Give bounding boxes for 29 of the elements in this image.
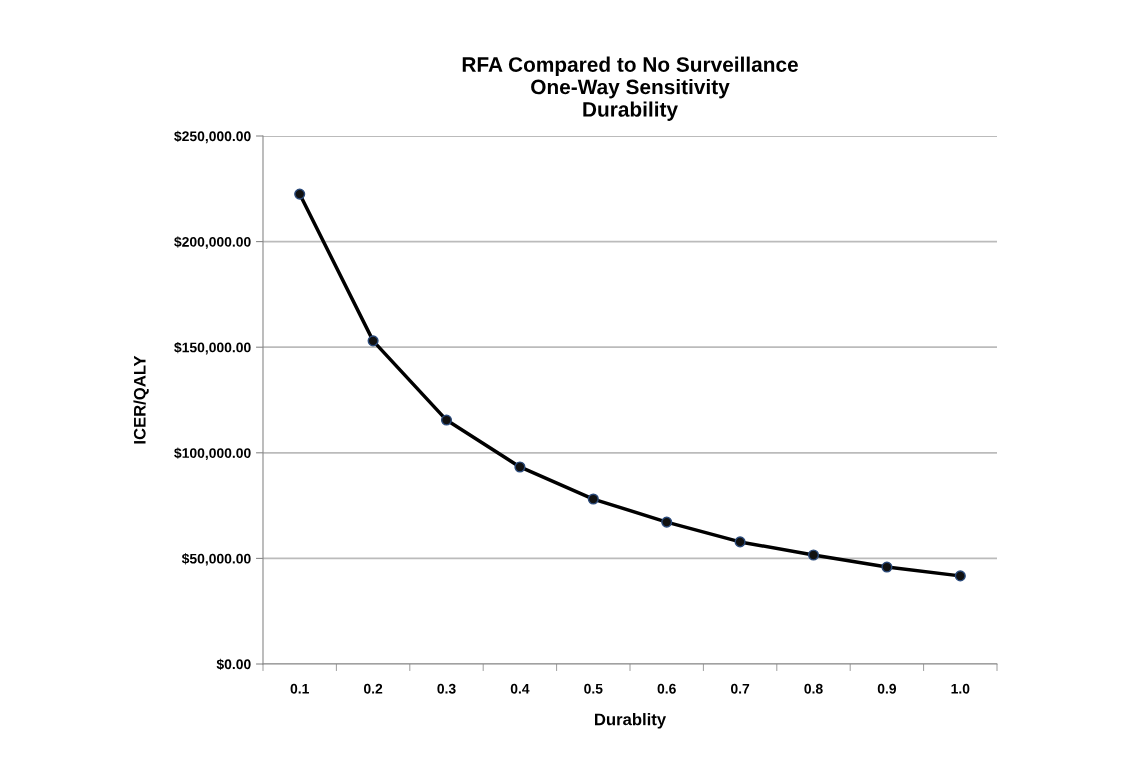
- x-tick-label: 0.8: [804, 683, 823, 694]
- point: [514, 461, 526, 473]
- x-tick-label: 0.5: [584, 683, 603, 694]
- x-axis-title: Durablity: [595, 713, 667, 729]
- point: [440, 414, 453, 426]
- x-tick-label: 0.2: [364, 683, 383, 694]
- x-tick-label: 0.9: [877, 683, 897, 694]
- point: [954, 570, 966, 582]
- x-tick-label: 1.0: [951, 683, 970, 694]
- x-tick-label: 0.1: [290, 683, 309, 694]
- y-tick-label: $50,000.00: [181, 553, 251, 566]
- y-tick-label: $0.00: [216, 658, 251, 671]
- point: [587, 493, 599, 505]
- y-axis-title: ICER/QALY: [133, 355, 149, 444]
- point: [807, 549, 820, 561]
- x-tick-label: 0.3: [437, 683, 456, 694]
- x-tick-label: 0.6: [657, 683, 676, 694]
- chart-title: RFA Compared to No Surveillance One-Way Sensitivity Durability: [462, 56, 798, 121]
- x-tick-label: 0.4: [510, 683, 530, 694]
- point: [734, 536, 746, 548]
- x-tick-label: 0.7: [731, 683, 750, 694]
- point: [881, 561, 893, 573]
- point: [367, 335, 379, 347]
- y-tick-label: $200,000.00: [174, 236, 251, 249]
- y-tick-label: $150,000.00: [174, 341, 251, 355]
- y-tick-label: $100,000.00: [174, 447, 251, 460]
- point: [661, 516, 673, 528]
- y-tick-label: $250,000.00: [174, 130, 251, 144]
- point: [294, 188, 306, 200]
